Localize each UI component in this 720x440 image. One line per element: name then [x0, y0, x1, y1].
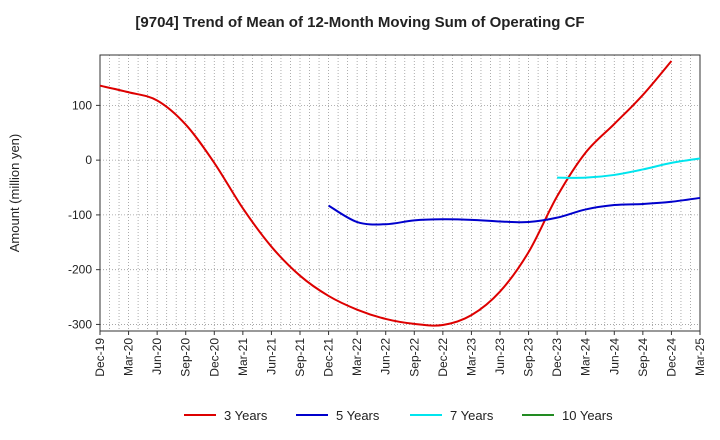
- x-tick-label: Dec-20: [207, 338, 221, 377]
- series-lines: [99, 60, 701, 327]
- x-tick-label: Sep-24: [636, 338, 650, 377]
- legend-label-5-years: 5 Years: [336, 408, 380, 423]
- x-tick-label: Dec-21: [322, 338, 336, 377]
- y-tick-label: -300: [68, 317, 92, 331]
- y-tick-label: -200: [68, 263, 92, 277]
- chart-title: [9704] Trend of Mean of 12-Month Moving …: [135, 14, 584, 31]
- x-tick-label: Sep-23: [522, 338, 536, 377]
- x-tick-label: Dec-23: [550, 338, 564, 377]
- grid: [99, 55, 701, 331]
- x-tick-label: Mar-21: [236, 338, 250, 376]
- plot-area: [99, 54, 701, 332]
- legend-label-7-years: 7 Years: [450, 408, 494, 423]
- x-axis: Dec-19 Mar-20 Jun-20 Sep-20 Dec-20 Mar-21 Jun-…: [93, 331, 707, 377]
- legend-label-10-years: 10 Years: [562, 408, 613, 423]
- series-line-5-years: [328, 196, 701, 226]
- x-tick-label: Jun-20: [150, 338, 164, 375]
- series-line-7-years: [557, 157, 701, 179]
- legend-label-3-years: 3 Years: [224, 408, 268, 423]
- x-tick-label: Sep-21: [293, 338, 307, 377]
- y-axis: 100 0 -100 -200 -300: [68, 98, 100, 331]
- x-tick-label: Sep-20: [179, 338, 193, 377]
- y-tick-label: 100: [72, 98, 92, 112]
- x-tick-label: Dec-24: [664, 338, 678, 377]
- x-tick-label: Jun-23: [493, 338, 507, 375]
- x-tick-label: Jun-22: [379, 338, 393, 375]
- x-tick-label: Dec-22: [436, 338, 450, 377]
- x-tick-label: Mar-25: [693, 338, 707, 376]
- legend: 3 Years 5 Years 7 Years 10 Years: [184, 408, 613, 423]
- x-tick-label: Mar-22: [350, 338, 364, 376]
- y-tick-label: 0: [85, 153, 92, 167]
- x-tick-label: Mar-23: [464, 338, 478, 376]
- series-line-3-years: [99, 60, 673, 327]
- x-tick-label: Jun-24: [607, 338, 621, 375]
- x-tick-label: Mar-24: [579, 338, 593, 376]
- x-tick-label: Dec-19: [93, 338, 107, 377]
- y-axis-label: Amount (million yen): [7, 134, 22, 253]
- x-tick-label: Jun-21: [264, 338, 278, 375]
- y-tick-label: -100: [68, 208, 92, 222]
- x-tick-label: Sep-22: [407, 338, 421, 377]
- x-tick-label: Mar-20: [122, 338, 136, 376]
